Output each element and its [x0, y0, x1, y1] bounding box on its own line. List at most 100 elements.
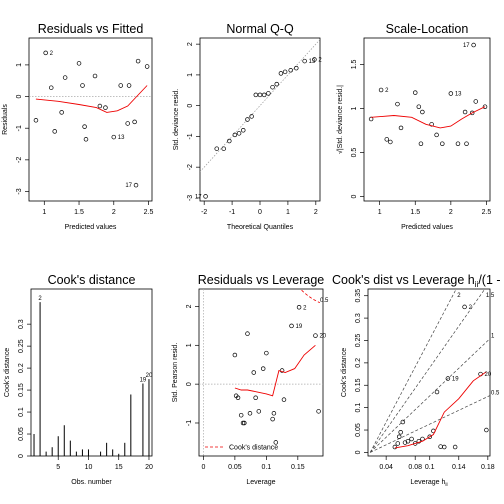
data-point: [52, 129, 57, 134]
point-label: 13: [455, 92, 462, 98]
plot-frame: [30, 288, 153, 457]
x-tick-label: 1.5: [74, 209, 84, 216]
x-tick-label: -1: [229, 209, 235, 216]
x-axis-label: Leverage hii: [410, 479, 447, 488]
data-point: [238, 412, 244, 418]
data-point: [232, 132, 238, 138]
data-point: [409, 436, 414, 442]
plot-frame: [199, 37, 321, 202]
data-point: [281, 397, 287, 402]
title-subscript: ii: [475, 280, 479, 289]
plot-area: [199, 289, 323, 456]
panel-6: Cook's dist vs Leverage hii/(1 - 0.04 0.08…: [332, 273, 501, 488]
data-point: [43, 50, 48, 56]
plot-area: [29, 50, 152, 188]
plot-area: [33, 302, 150, 456]
data-point: [442, 444, 447, 450]
x-axis-label-subscript: ii: [445, 482, 447, 488]
y-tick-label: 0.15: [18, 383, 25, 397]
data-point: [392, 444, 398, 450]
data-point: [227, 138, 232, 144]
data-point: [232, 352, 238, 358]
plot-frame: [198, 288, 324, 457]
y-tick-label: 0.3: [18, 319, 25, 329]
data-point: [289, 323, 294, 329]
data-point: [429, 122, 434, 127]
y-tick-label: 0.3: [355, 313, 362, 323]
x-tick-label: 2.5: [144, 209, 154, 216]
contour-line: [369, 289, 457, 453]
data-point: [448, 91, 454, 96]
chart-title: Cook's dist vs Leverage hii/(1 -: [332, 273, 501, 289]
y-tick-label: 0.2: [18, 363, 25, 373]
x-tick-label: 0.08: [408, 464, 422, 471]
cooks-distance-contour: [301, 289, 321, 303]
data-point: [242, 420, 247, 426]
data-point: [282, 69, 288, 75]
x-tick-label: 5: [56, 464, 60, 471]
plot-area: [200, 39, 320, 199]
x-tick-label: 0.04: [379, 464, 393, 471]
x-tick-label: 2: [112, 209, 116, 216]
point-label: 17: [195, 194, 202, 200]
data-point: [271, 411, 277, 416]
contour-label: 0.5: [491, 391, 500, 397]
contour-label: 1.5: [486, 293, 495, 299]
y-axis-label: Cook's distance: [4, 348, 11, 397]
data-point: [126, 83, 132, 88]
y-tick-label: -2: [16, 157, 23, 163]
y-tick-label: 0.05: [355, 423, 362, 437]
cooks-contour-label: 0.5: [320, 298, 329, 304]
data-point: [438, 444, 443, 449]
x-tick-label: 0.18: [481, 464, 495, 471]
point-label: 2: [385, 88, 389, 94]
data-point: [59, 110, 64, 115]
y-tick-label: 0: [187, 104, 194, 108]
chart-title: Scale-Location: [386, 22, 469, 36]
data-point: [249, 114, 254, 119]
data-point: [427, 434, 432, 439]
data-point: [273, 440, 279, 445]
data-point: [384, 137, 390, 142]
panel-5: Residuals vs Leverage 0 0.05 0.1 0.15 -1 0 1 2 Le…: [172, 273, 329, 486]
y-axis-label: √|Std. deviance resid.|: [336, 85, 344, 154]
point-label: 17: [125, 183, 132, 189]
x-tick-label: -2: [201, 209, 207, 216]
contour-line: [370, 395, 490, 453]
point-label: 19: [296, 324, 303, 330]
data-point: [440, 141, 445, 146]
data-point: [144, 64, 150, 69]
x-tick-label: 0.14: [452, 464, 466, 471]
y-tick-label: -1: [16, 125, 23, 131]
y-axis-label: Std. Pearson resid.: [172, 343, 179, 403]
panel-2: Normal Q-Q -2 -1 0 1 2 -3 -2 -1 0 1 2 Theoretical Qu…: [173, 22, 322, 231]
plot-frame: [28, 37, 153, 202]
y-tick-label: 1.5: [351, 59, 358, 69]
chart-title: Residuals vs Fitted: [38, 22, 144, 36]
y-tick-label: 0: [16, 95, 23, 99]
y-tick-label: 1: [16, 63, 23, 67]
data-point: [274, 81, 279, 87]
qq-reference-line: [200, 39, 320, 173]
data-point: [103, 105, 108, 110]
y-tick-label: 0: [18, 454, 25, 458]
plot-area: [369, 289, 490, 453]
legend: Cook's distance: [205, 445, 278, 452]
y-tick-label: -3: [16, 188, 23, 194]
data-point: [412, 441, 418, 446]
smooth-line: [371, 106, 486, 129]
data-point: [484, 427, 489, 433]
x-tick-label: 0: [258, 209, 262, 216]
data-point: [48, 85, 54, 90]
data-point: [455, 141, 461, 146]
point-label: 20: [485, 372, 492, 378]
data-point: [396, 434, 402, 439]
contour-line: [369, 338, 490, 453]
data-point: [368, 116, 374, 122]
point-label: 2: [303, 305, 307, 311]
smooth-line: [394, 371, 487, 449]
data-point: [261, 92, 267, 98]
x-tick-label: 0.1: [425, 464, 435, 471]
chart-title: Residuals vs Leverage: [198, 273, 325, 287]
y-tick-label: 1: [187, 73, 194, 77]
